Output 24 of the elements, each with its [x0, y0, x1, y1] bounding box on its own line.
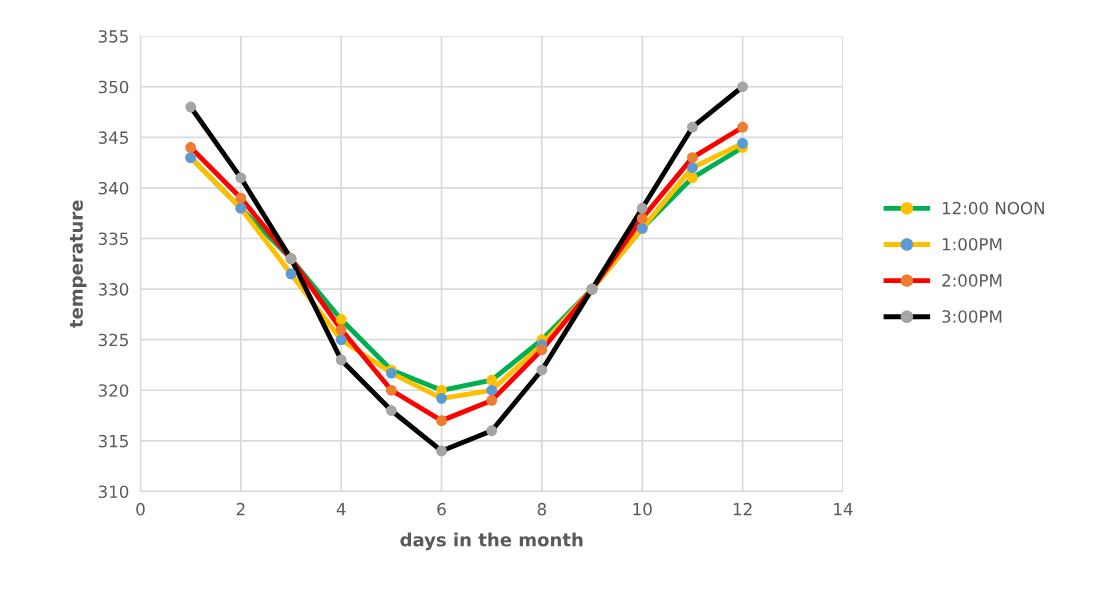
x-tick-label: 12 [733, 502, 752, 516]
y-tick-label: 335 [98, 232, 128, 246]
x-axis-title: days in the month [400, 532, 583, 551]
x-tick-label: 8 [537, 502, 547, 516]
y-tick-label: 330 [98, 283, 129, 296]
x-tick-label: 14 [834, 503, 853, 516]
y-axis-title: temperature [70, 200, 87, 328]
x-tick-label: 2 [236, 502, 245, 516]
y-tick-label: 355 [98, 30, 128, 43]
x-tick-label: 6 [437, 502, 446, 516]
y-tick-label: 315 [98, 434, 128, 448]
y-tick-label: 350 [98, 80, 129, 94]
legend-label: 12:00 NOON [942, 201, 1044, 215]
y-tick-label: 345 [98, 131, 128, 144]
x-tick-label: 0 [136, 502, 145, 516]
x-tick-label: 10 [633, 502, 652, 516]
y-tick-label: 320 [98, 384, 129, 397]
y-tick-label: 325 [98, 333, 128, 347]
x-tick-label: 4 [336, 503, 346, 516]
y-tick-label: 340 [98, 181, 129, 195]
legend-label: 3:00PM [942, 310, 1002, 323]
legend-label: 2:00PM [942, 274, 1002, 287]
legend-label: 1:00PM [942, 237, 1002, 251]
y-tick-label: 310 [98, 485, 129, 499]
